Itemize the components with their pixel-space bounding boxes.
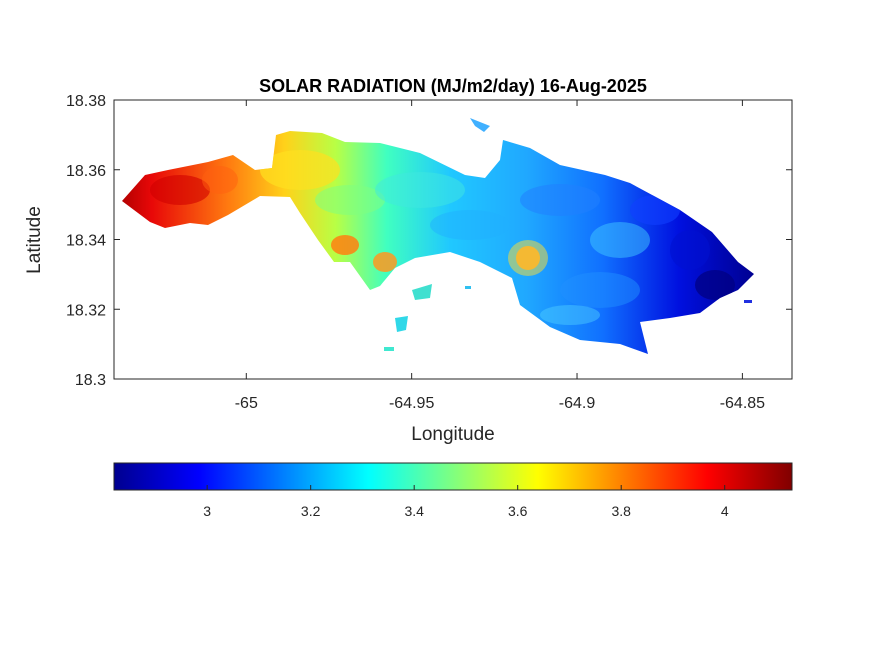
colorbar-tick-label: 3.8 bbox=[611, 503, 631, 519]
y-tick-label: 18.34 bbox=[66, 233, 106, 250]
y-axis-label: Latitude bbox=[24, 206, 45, 274]
chart-title: SOLAR RADIATION (MJ/m2/day) 16-Aug-2025 bbox=[259, 76, 647, 96]
y-tick-label: 18.3 bbox=[75, 372, 106, 389]
colorbar-tick-label: 3.2 bbox=[301, 503, 321, 519]
x-tick-label: -64.85 bbox=[720, 395, 765, 412]
colorbar-tick-label: 3.6 bbox=[508, 503, 528, 519]
y-tick-label: 18.32 bbox=[66, 302, 106, 319]
colorbar-ticks: 3 3.2 3.4 3.6 3.8 4 bbox=[203, 485, 729, 519]
small-islets bbox=[384, 118, 752, 351]
x-tick-label: -64.9 bbox=[559, 395, 596, 412]
x-axis-label: Longitude bbox=[411, 424, 494, 445]
colorbar: 3 3.2 3.4 3.6 3.8 4 bbox=[113, 462, 793, 519]
x-axis: -65 -64.95 -64.9 -64.85 bbox=[235, 100, 765, 412]
colorbar-tick-label: 3.4 bbox=[404, 503, 424, 519]
island-contours bbox=[150, 150, 735, 325]
colorbar-tick-label: 4 bbox=[721, 503, 729, 519]
colorbar-tick-label: 3 bbox=[203, 503, 211, 519]
island-shape bbox=[122, 131, 754, 354]
x-tick-label: -64.95 bbox=[389, 395, 434, 412]
y-tick-label: 18.36 bbox=[66, 163, 106, 180]
x-tick-label: -65 bbox=[235, 395, 258, 412]
map-plot-area bbox=[113, 99, 793, 380]
colorbar-gradient bbox=[113, 462, 793, 491]
y-axis: 18.3 18.32 18.34 18.36 18.38 bbox=[66, 93, 792, 389]
y-tick-label: 18.38 bbox=[66, 93, 106, 110]
